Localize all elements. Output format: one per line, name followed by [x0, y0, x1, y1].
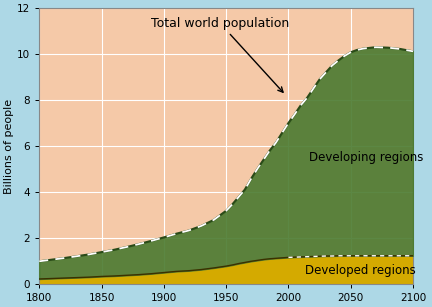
Y-axis label: Billions of people: Billions of people: [4, 99, 14, 193]
Text: Developing regions: Developing regions: [308, 151, 423, 164]
Text: Developed regions: Developed regions: [305, 264, 416, 277]
Text: Total world population: Total world population: [151, 17, 289, 92]
